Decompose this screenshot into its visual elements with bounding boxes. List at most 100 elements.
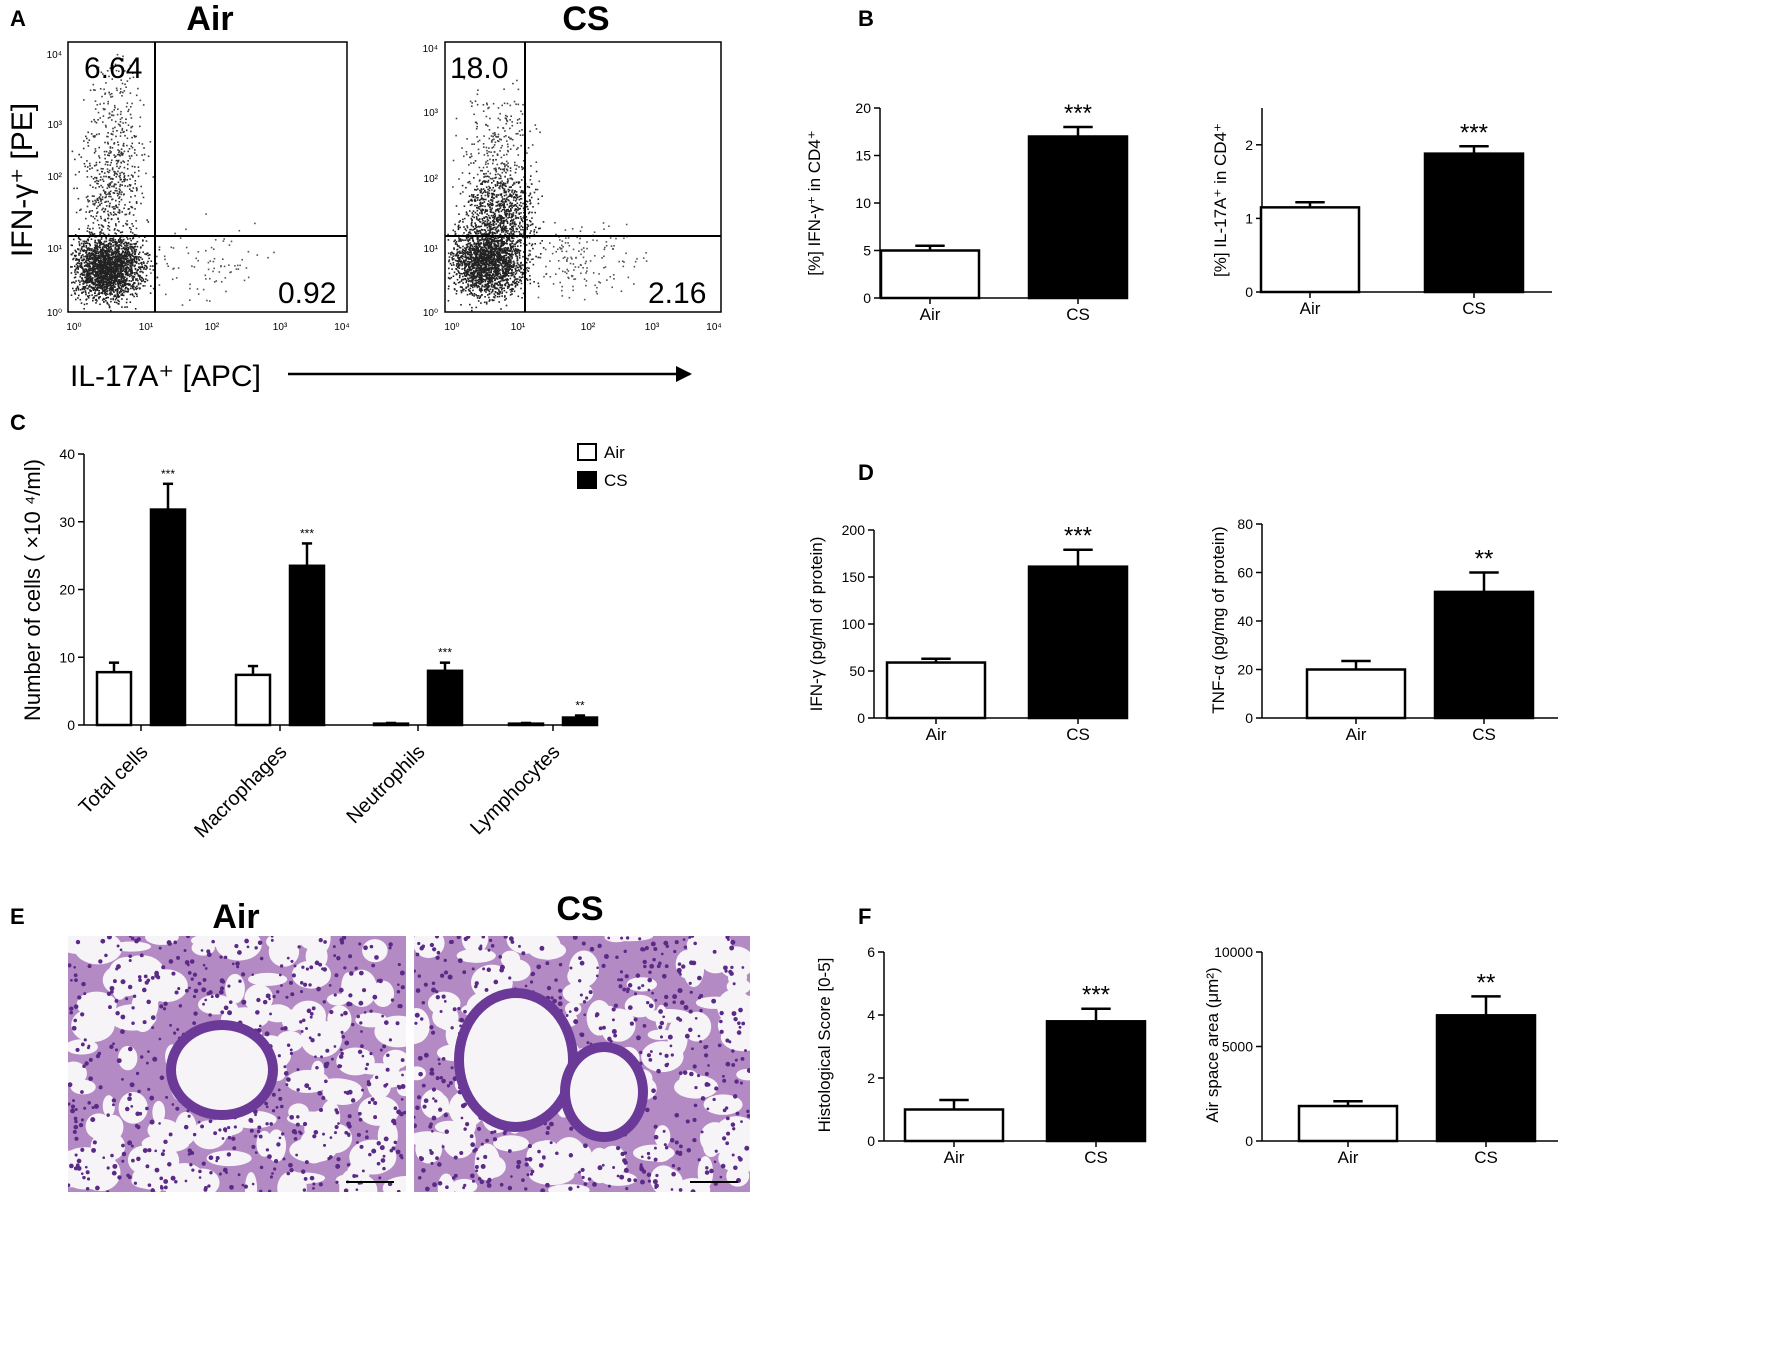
event-dot	[138, 284, 140, 286]
event-dot	[208, 269, 210, 271]
event-dot	[99, 242, 101, 244]
event-dot	[486, 285, 488, 287]
event-dot	[105, 125, 107, 127]
event-dot	[91, 121, 93, 123]
event-dot	[108, 280, 110, 282]
event-dot	[120, 119, 122, 121]
event-dot	[493, 277, 495, 279]
event-dot	[465, 255, 467, 257]
event-dot	[109, 287, 111, 289]
event-dot	[113, 206, 115, 208]
event-dot	[198, 293, 200, 295]
event-dot	[127, 160, 129, 162]
event-dot	[495, 292, 497, 294]
event-dot	[118, 168, 120, 170]
event-dot	[234, 265, 236, 267]
event-dot	[127, 288, 129, 290]
event-dot	[96, 300, 98, 302]
event-dot	[116, 188, 118, 190]
event-dot	[79, 210, 81, 212]
event-dot	[119, 155, 121, 157]
event-dot	[108, 285, 110, 287]
event-dot	[514, 246, 516, 248]
event-dot	[529, 279, 531, 281]
event-dot	[244, 280, 246, 282]
event-dot	[123, 143, 125, 145]
event-dot	[92, 216, 94, 218]
event-dot	[468, 274, 470, 276]
event-dot	[110, 255, 112, 257]
event-dot	[111, 214, 113, 216]
event-dot	[113, 115, 115, 117]
event-dot	[81, 302, 83, 304]
event-dot	[106, 161, 108, 163]
event-dot	[273, 252, 275, 254]
event-dot	[103, 103, 105, 105]
event-dot	[451, 264, 453, 266]
event-dot	[468, 279, 470, 281]
event-dot	[88, 263, 90, 265]
event-dot	[505, 271, 507, 273]
event-dot	[103, 180, 105, 182]
event-dot	[108, 92, 110, 94]
event-dot	[108, 152, 110, 154]
event-dot	[499, 283, 501, 285]
event-dot	[114, 241, 116, 243]
event-dot	[97, 265, 99, 267]
event-dot	[469, 304, 471, 306]
event-dot	[134, 195, 136, 197]
event-dot	[146, 253, 148, 255]
event-dot	[512, 273, 514, 275]
event-dot	[205, 278, 207, 280]
event-dot	[461, 292, 463, 294]
event-dot	[96, 257, 98, 259]
event-dot	[507, 286, 509, 288]
event-dot	[140, 203, 142, 205]
event-dot	[89, 250, 91, 252]
event-dot	[109, 307, 111, 309]
event-dot	[127, 138, 129, 140]
event-dot	[500, 308, 502, 310]
event-dot	[87, 239, 89, 241]
event-dot	[117, 294, 119, 296]
event-dot	[92, 195, 94, 197]
event-dot	[140, 246, 142, 248]
event-dot	[126, 299, 128, 301]
event-dot	[95, 148, 97, 150]
event-dot	[457, 267, 459, 269]
panel-letter-f: F	[858, 904, 871, 929]
event-dot	[106, 255, 108, 257]
event-dot	[130, 196, 132, 198]
event-dot	[448, 286, 450, 288]
event-dot	[95, 252, 97, 254]
event-dot	[130, 275, 132, 277]
event-dot	[85, 211, 87, 213]
event-dot	[105, 294, 107, 296]
event-dot	[101, 224, 103, 226]
event-dot	[456, 263, 458, 265]
event-dot	[132, 277, 134, 279]
event-dot	[125, 255, 127, 257]
event-dot	[467, 239, 469, 241]
event-dot	[512, 238, 514, 240]
event-dot	[121, 264, 123, 266]
event-dot	[138, 170, 140, 172]
event-dot	[483, 270, 485, 272]
event-dot	[119, 283, 121, 285]
event-dot	[511, 293, 513, 295]
event-dot	[477, 238, 479, 240]
event-dot	[129, 188, 131, 190]
event-dot	[96, 260, 98, 262]
event-dot	[213, 261, 215, 263]
event-dot	[74, 271, 76, 273]
event-dot	[111, 240, 113, 242]
event-dot	[115, 283, 117, 285]
event-dot	[101, 238, 103, 240]
event-dot	[128, 124, 130, 126]
event-dot	[98, 297, 100, 299]
event-dot	[94, 292, 96, 294]
event-dot	[95, 108, 97, 110]
event-dot	[78, 295, 80, 297]
event-dot	[85, 136, 87, 138]
